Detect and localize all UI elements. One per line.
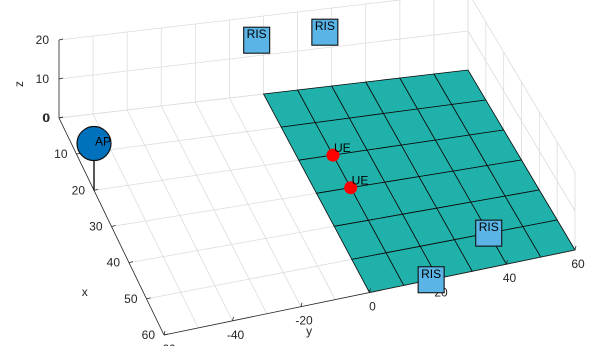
- ue-point: [326, 148, 340, 162]
- floor-grid-line: [160, 105, 268, 314]
- marks-layer: RIS RIS RIS RIS UE UE AP: [76, 18, 503, 294]
- floor-grid-line: [126, 109, 233, 322]
- z-tick-label: 10: [36, 72, 50, 86]
- ue-label: UE: [352, 174, 369, 188]
- side-wall-grid-line: [472, 0, 576, 173]
- ris-panel: [311, 18, 339, 46]
- ris-panel: [417, 266, 445, 294]
- y-tick-label: -40: [227, 328, 245, 342]
- x-tick-mark: [163, 333, 169, 336]
- ris-label: RIS: [315, 19, 335, 33]
- floor-grid-line: [229, 97, 336, 300]
- x-axis-label: x: [82, 285, 88, 299]
- z-tick-mark: [58, 77, 64, 80]
- ue-label: UE: [334, 141, 351, 155]
- z-tick-mark: [58, 38, 64, 41]
- floor-layer: [262, 69, 576, 293]
- ris-panel: [475, 219, 503, 247]
- x-tick-label: 30: [89, 220, 103, 234]
- floor-grid-line: [194, 101, 302, 307]
- y-tick-label: -60: [158, 342, 176, 346]
- y-tick-label: 0: [369, 300, 376, 314]
- ap-label: AP: [95, 135, 111, 149]
- y-axis-label: y: [306, 324, 312, 338]
- y-tick-mark: [163, 330, 166, 336]
- y-tick-label: 60: [571, 257, 585, 271]
- x-tick-label: 10: [54, 147, 68, 161]
- side-wall-grid-line: [467, 30, 576, 212]
- y-tick-mark: [506, 260, 508, 265]
- y-tick-mark: [574, 245, 577, 251]
- ap-marker: [76, 125, 112, 162]
- x-tick-label: 50: [124, 292, 138, 306]
- x-tick-label: 0: [43, 111, 50, 125]
- back-wall-grid-line: [58, 0, 404, 41]
- ris-label: RIS: [479, 220, 499, 234]
- ris-label: RIS: [247, 27, 267, 41]
- back-wall-grid-line: [58, 30, 469, 80]
- ris-panel: [243, 26, 271, 54]
- ris-label: RIS: [421, 267, 441, 281]
- y-tick-label: -20: [295, 314, 313, 328]
- x-tick-label: 20: [72, 183, 86, 197]
- y-tick-mark: [369, 288, 371, 293]
- x-tick-mark: [128, 261, 134, 264]
- y-tick-mark: [300, 302, 303, 307]
- x-tick-mark: [111, 225, 116, 227]
- z-axis-label: z: [12, 81, 26, 87]
- ue-point: [344, 181, 358, 195]
- x-tick-mark: [146, 297, 151, 300]
- x-tick-label: 60: [142, 328, 156, 342]
- z-tick-label: 0: [42, 111, 49, 125]
- x-tick-label: 40: [107, 256, 121, 270]
- floor-grid-line: [92, 113, 199, 329]
- y-tick-mark: [232, 316, 234, 321]
- z-tick-label: 20: [36, 33, 50, 47]
- y-tick-label: 40: [503, 271, 517, 285]
- z-tick-mark: [58, 116, 64, 119]
